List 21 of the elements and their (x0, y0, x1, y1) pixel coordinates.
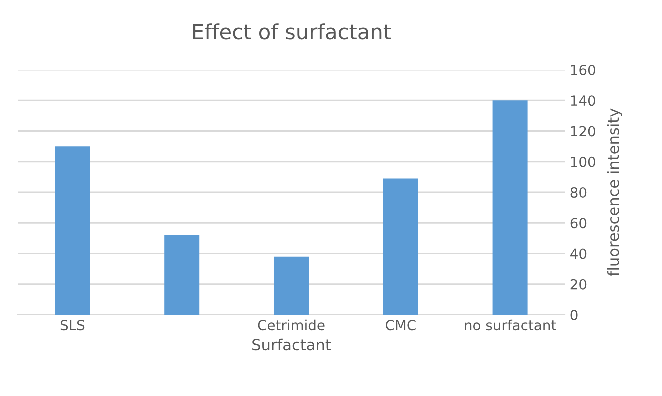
x-tick-label: Cetrimide (258, 320, 325, 331)
chart-title: Effect of surfactant (194, 24, 392, 40)
x-axis-title: Surfactant (252, 338, 332, 351)
y-tick-label: 20 (570, 279, 587, 290)
bar (55, 146, 90, 315)
y-tick-label: 0 (570, 310, 578, 320)
x-tick-label: CMC (386, 320, 416, 331)
x-tick-label: SLS (60, 320, 85, 331)
y-tick-label: 120 (571, 126, 596, 137)
bar (492, 100, 528, 315)
y-tick-label: 80 (570, 187, 587, 198)
x-tick-label: no surfactant (465, 320, 556, 331)
y-tick-label: 40 (570, 248, 587, 260)
bar (274, 256, 310, 315)
bar (383, 178, 418, 315)
y-tick-label: 160 (571, 64, 596, 76)
y-tick-label: 140 (571, 96, 596, 106)
y-tick-label: 100 (571, 156, 596, 168)
y-tick-label: 60 (570, 218, 587, 229)
y-axis-title: fluorescence intensity (607, 108, 622, 276)
bar (164, 235, 200, 315)
